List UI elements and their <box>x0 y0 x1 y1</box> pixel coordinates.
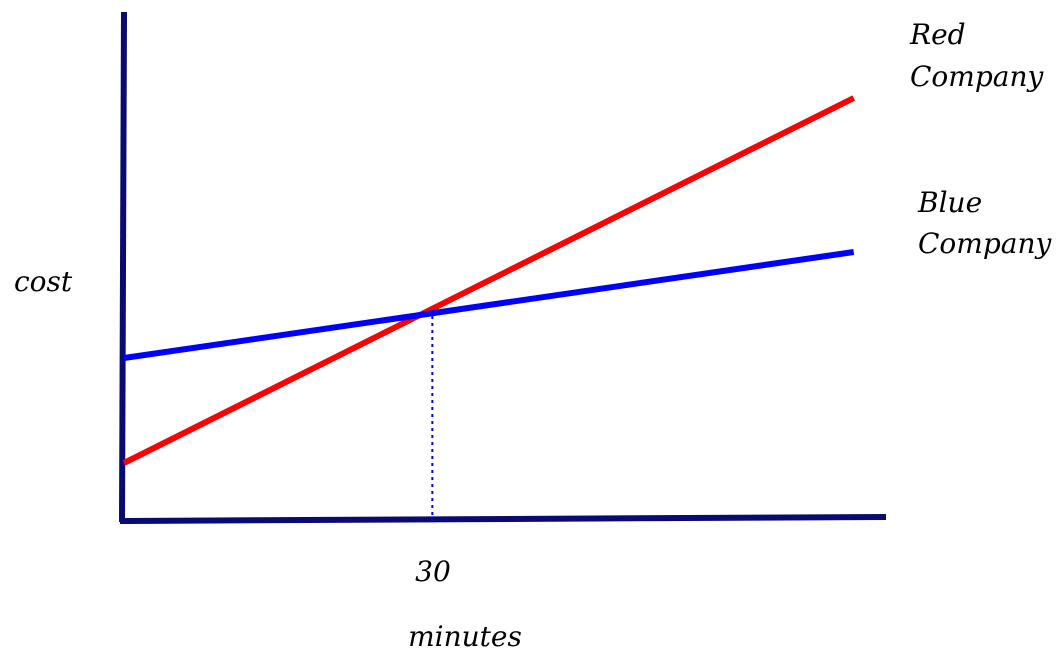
x-axis <box>119 514 887 524</box>
red-company-label-line2: Company <box>910 60 1044 93</box>
y-axis-label: cost <box>14 265 73 298</box>
x-tick-label: 30 <box>415 555 451 588</box>
y-axis <box>119 11 127 523</box>
blue-company-line <box>123 249 855 361</box>
blue-company-label-line1: Blue <box>917 186 982 219</box>
red-company-label-line1: Red <box>909 18 966 51</box>
red-company-line <box>122 95 856 466</box>
blue-company-label-line2: Company <box>918 227 1052 260</box>
x-axis-label: minutes <box>408 620 522 653</box>
